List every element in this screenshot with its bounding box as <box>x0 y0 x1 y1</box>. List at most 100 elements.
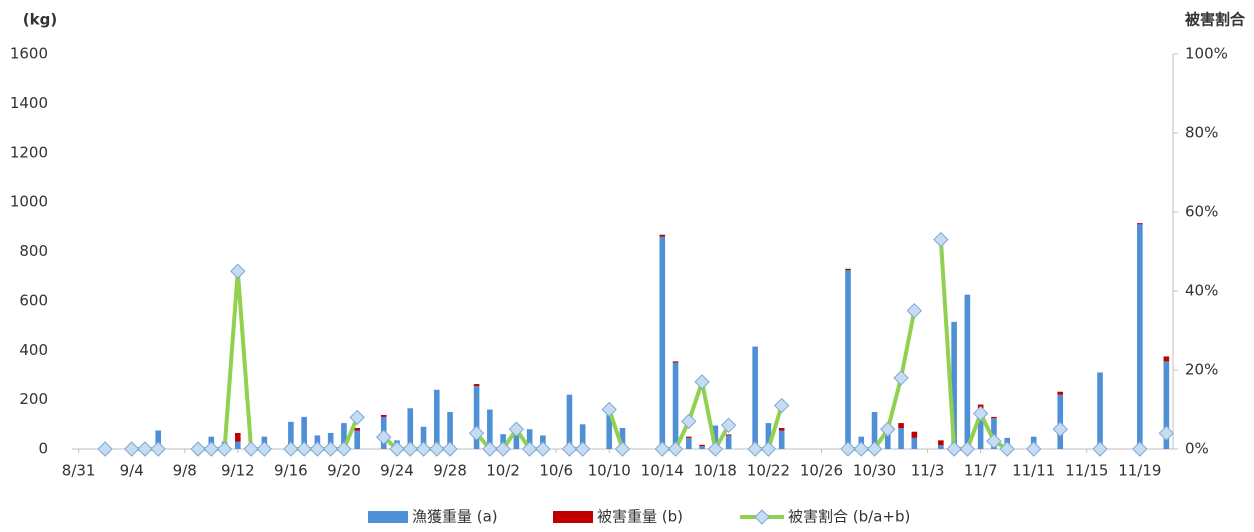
x-tick-label: 8/31 <box>62 462 96 480</box>
x-tick-label: 9/24 <box>380 462 414 480</box>
y-tick-label: 1200 <box>10 143 48 161</box>
bar <box>155 430 162 449</box>
bar <box>725 434 732 436</box>
marker <box>349 409 365 426</box>
bar <box>845 268 851 271</box>
bar <box>672 361 679 363</box>
bar <box>327 432 334 449</box>
bar <box>725 435 732 449</box>
bar <box>686 436 692 438</box>
bar <box>845 270 851 449</box>
marker <box>243 441 259 457</box>
y2-axis-label: 被害割合 <box>1185 11 1246 29</box>
x-tick-label: 9/16 <box>274 462 308 480</box>
bar <box>606 414 613 449</box>
bar <box>487 409 493 449</box>
bar <box>765 423 772 449</box>
y2-tick-label: 60% <box>1185 203 1218 221</box>
marker <box>654 441 671 457</box>
bar <box>433 389 440 449</box>
bar <box>885 425 891 449</box>
x-tick-label: 9/20 <box>327 462 361 480</box>
bar <box>938 440 944 446</box>
bar <box>235 432 241 442</box>
bar <box>898 423 904 429</box>
x-tick-label: 11/19 <box>1118 462 1161 480</box>
bar <box>712 425 719 449</box>
y-tick-label: 400 <box>19 341 48 359</box>
y-axis-label: (kg) <box>23 11 57 29</box>
marker <box>468 425 485 441</box>
marker <box>906 303 923 319</box>
y-tick-label: 600 <box>19 291 48 309</box>
bar <box>898 428 904 449</box>
bar <box>659 236 666 449</box>
bar <box>951 321 957 449</box>
marker <box>1132 441 1148 457</box>
marker <box>707 441 724 457</box>
bar <box>473 386 480 449</box>
x-tick-label: 9/12 <box>221 462 255 480</box>
bar <box>752 346 758 449</box>
x-tick-label: 11/3 <box>911 462 945 480</box>
bar <box>991 416 997 419</box>
bar <box>407 408 414 449</box>
marker <box>521 441 538 457</box>
x-tick-label: 10/2 <box>486 462 520 480</box>
marker <box>574 441 591 457</box>
x-tick-label: 10/6 <box>539 462 573 480</box>
x-tick-label: 9/8 <box>173 462 197 480</box>
bar <box>911 437 918 449</box>
x-tick-label: 10/10 <box>588 462 631 480</box>
marker <box>389 441 405 457</box>
bar <box>420 426 427 449</box>
marker <box>933 231 949 248</box>
y2-tick-label: 80% <box>1185 124 1218 142</box>
marker <box>402 441 418 457</box>
marker <box>840 441 856 457</box>
bar <box>938 445 944 449</box>
legend-swatch <box>553 511 593 523</box>
bar <box>964 294 971 449</box>
marker <box>535 441 551 457</box>
marker <box>97 441 113 457</box>
legend-marker <box>754 509 770 525</box>
x-tick-label: 11/15 <box>1065 462 1108 480</box>
marker <box>893 370 909 386</box>
y-tick-label: 1000 <box>10 193 48 211</box>
legend-label: 被害重量 (b) <box>597 508 683 526</box>
marker <box>429 441 445 457</box>
marker <box>216 441 233 457</box>
marker <box>123 441 140 457</box>
legend-label: 漁獲重量 (a) <box>412 508 498 526</box>
bar <box>380 414 387 417</box>
marker <box>137 441 153 457</box>
bar <box>1057 391 1064 395</box>
x-tick-label: 10/22 <box>747 462 790 480</box>
x-tick-label: 10/18 <box>694 462 737 480</box>
marker <box>972 405 989 422</box>
y-tick-label: 200 <box>19 390 48 408</box>
y-tick-label: 0 <box>38 440 48 458</box>
bar <box>686 437 692 449</box>
y-tick-label: 1400 <box>10 94 48 112</box>
bar <box>1163 356 1170 362</box>
bar <box>341 423 347 449</box>
marker <box>482 441 498 457</box>
y2-tick-label: 100% <box>1185 45 1228 63</box>
bar <box>911 431 918 438</box>
bar <box>778 428 785 431</box>
marker <box>667 441 684 457</box>
bar <box>1137 223 1143 225</box>
bar <box>659 234 666 237</box>
marker <box>773 397 790 414</box>
bar <box>526 429 533 449</box>
marker <box>442 441 458 457</box>
x-tick-label: 9/28 <box>433 462 467 480</box>
x-tick-label: 11/7 <box>964 462 998 480</box>
marker <box>720 417 737 434</box>
bar <box>977 408 984 449</box>
bar <box>579 424 586 449</box>
marker <box>853 441 869 457</box>
